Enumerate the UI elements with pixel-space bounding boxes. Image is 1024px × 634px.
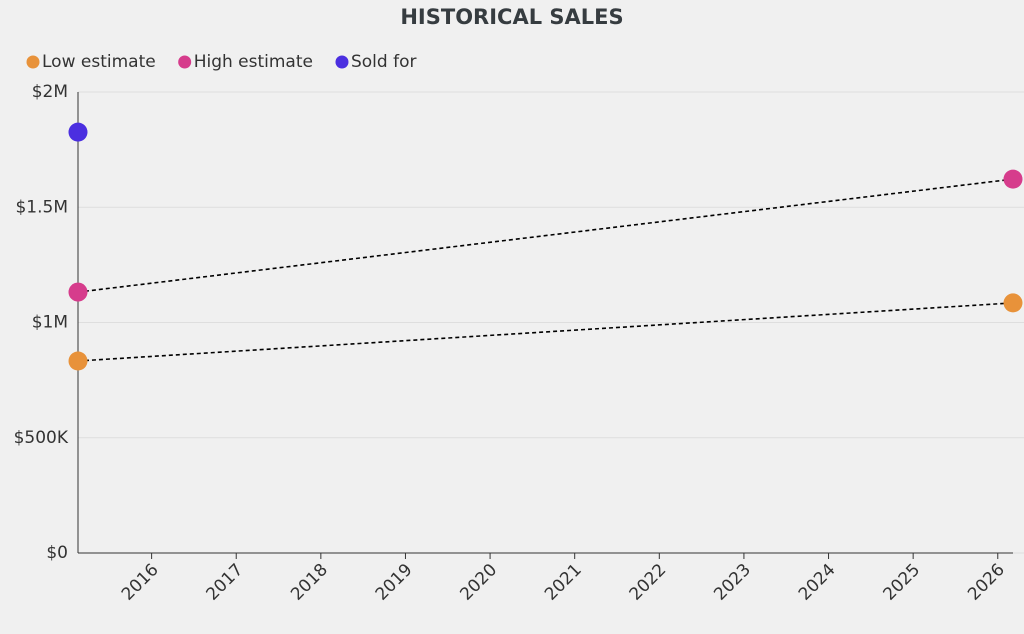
x-tick-label: 2020	[456, 560, 501, 605]
x-tick-label: 2017	[203, 560, 248, 605]
y-tick-label: $1M	[32, 313, 68, 333]
legend-label: Sold for	[351, 52, 417, 72]
data-point	[68, 282, 88, 302]
trend-line	[77, 302, 1014, 362]
data-point	[68, 122, 88, 142]
x-tick-label: 2019	[372, 560, 417, 605]
x-tick-label: 2016	[118, 560, 163, 605]
data-point	[68, 351, 88, 371]
y-tick-label: $1.5M	[15, 197, 68, 217]
legend-marker	[335, 55, 349, 69]
legend-label: Low estimate	[42, 52, 156, 72]
x-tick-label: 2021	[541, 560, 586, 605]
y-tick-label: $500K	[14, 428, 69, 448]
x-tick-label: 2026	[964, 560, 1009, 605]
legend-label: High estimate	[194, 52, 313, 72]
data-point	[1003, 293, 1023, 313]
legend-marker	[178, 55, 192, 69]
data-point	[1003, 169, 1023, 189]
x-tick-label: 2025	[879, 560, 924, 605]
x-tick-label: 2018	[287, 560, 332, 605]
y-tick-label: $0	[46, 543, 68, 563]
x-tick-label: 2022	[626, 560, 671, 605]
x-tick-label: 2024	[795, 560, 840, 605]
chart-title: HISTORICAL SALES	[400, 5, 623, 29]
trend-line	[77, 178, 1014, 293]
x-tick-label: 2023	[710, 560, 755, 605]
y-tick-label: $2M	[32, 82, 68, 102]
legend-marker	[26, 55, 40, 69]
